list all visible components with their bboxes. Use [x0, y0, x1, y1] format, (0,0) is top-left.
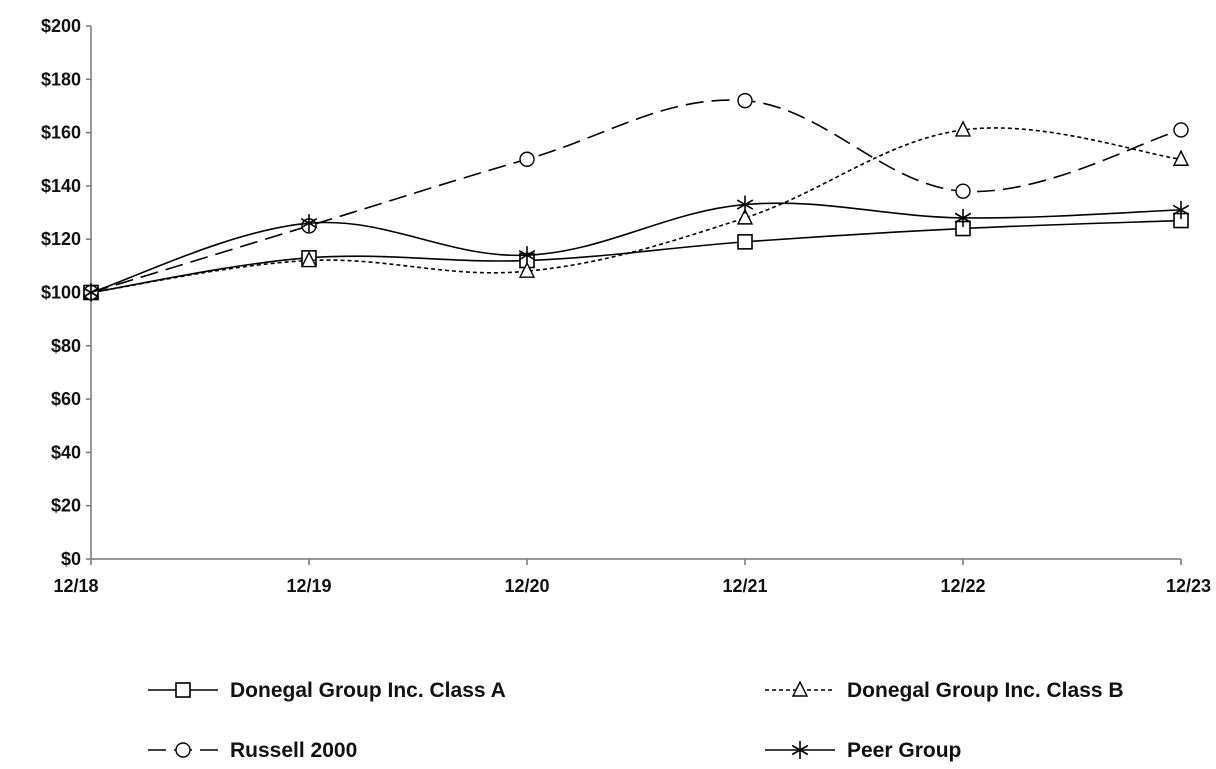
- data-point-square: [737, 234, 753, 250]
- data-point-triangle: [954, 120, 972, 137]
- data-point-triangle: [1172, 149, 1190, 166]
- series-1: [82, 120, 1190, 300]
- data-point-star: [954, 208, 972, 227]
- series-line: [90, 99, 1182, 294]
- data-point-star: [518, 246, 536, 265]
- series-line: [90, 219, 1182, 294]
- y-tick-label: $100: [41, 283, 81, 303]
- legend-item: Russell 2000: [148, 739, 357, 762]
- data-point-circle: [737, 92, 753, 109]
- y-tick-label: $180: [41, 69, 81, 89]
- legend-item: Donegal Group Inc. Class B: [765, 679, 1124, 702]
- y-tick-label: $60: [51, 389, 81, 409]
- legend-marker-triangle: [791, 680, 809, 697]
- data-point-triangle: [300, 250, 318, 268]
- series-3: [82, 195, 1190, 302]
- y-tick-label: $0: [61, 549, 81, 569]
- series-layer: [82, 92, 1190, 302]
- series-line: [90, 127, 1182, 294]
- y-tick-label: $120: [41, 229, 81, 249]
- y-tick-label: $40: [51, 442, 81, 462]
- x-tick-label: 12/21: [722, 576, 767, 596]
- legend-label: Russell 2000: [230, 739, 357, 762]
- y-tick-label: $140: [41, 176, 81, 196]
- series-2: [83, 92, 1189, 301]
- legend-marker-circle: [175, 742, 191, 758]
- legend-label: Peer Group: [847, 739, 961, 762]
- x-tick-label: 12/23: [1166, 576, 1211, 596]
- y-axis-ticks: $0 $20 $40 $60 $80 $100 $120 $140 $160 $180 $200: [41, 16, 91, 569]
- legend-label: Donegal Group Inc. Class B: [847, 679, 1124, 702]
- series-line: [90, 202, 1182, 294]
- data-point-star: [736, 195, 754, 214]
- legend-marker-star: [791, 741, 809, 759]
- data-point-circle: [1173, 122, 1189, 138]
- x-tick-label: 12/18: [53, 576, 98, 596]
- legend-item: Peer Group: [765, 739, 961, 762]
- data-point-triangle: [736, 208, 754, 225]
- legend-marker-square: [175, 682, 191, 698]
- y-tick-label: $200: [41, 16, 81, 36]
- x-tick-label: 12/20: [504, 576, 549, 596]
- y-tick-label: $80: [51, 336, 81, 356]
- data-point-circle: [955, 183, 971, 199]
- y-tick-label: $20: [51, 496, 81, 516]
- series-0: [83, 212, 1189, 301]
- x-tick-label: 12/19: [286, 576, 331, 596]
- data-point-triangle: [518, 261, 536, 278]
- data-point-star: [300, 214, 318, 233]
- y-tick-label: $160: [41, 123, 81, 143]
- axes: [90, 26, 1181, 560]
- data-point-star: [82, 283, 100, 302]
- legend: Donegal Group Inc. Class A Donegal Group …: [148, 679, 1124, 762]
- legend-item: Donegal Group Inc. Class A: [148, 679, 506, 702]
- x-axis-ticks: 12/18 12/19 12/20 12/21 12/22 12/23: [53, 559, 1211, 596]
- legend-label: Donegal Group Inc. Class A: [230, 679, 506, 702]
- x-tick-label: 12/22: [940, 576, 985, 596]
- data-point-star: [1172, 200, 1190, 219]
- data-point-circle: [519, 151, 535, 167]
